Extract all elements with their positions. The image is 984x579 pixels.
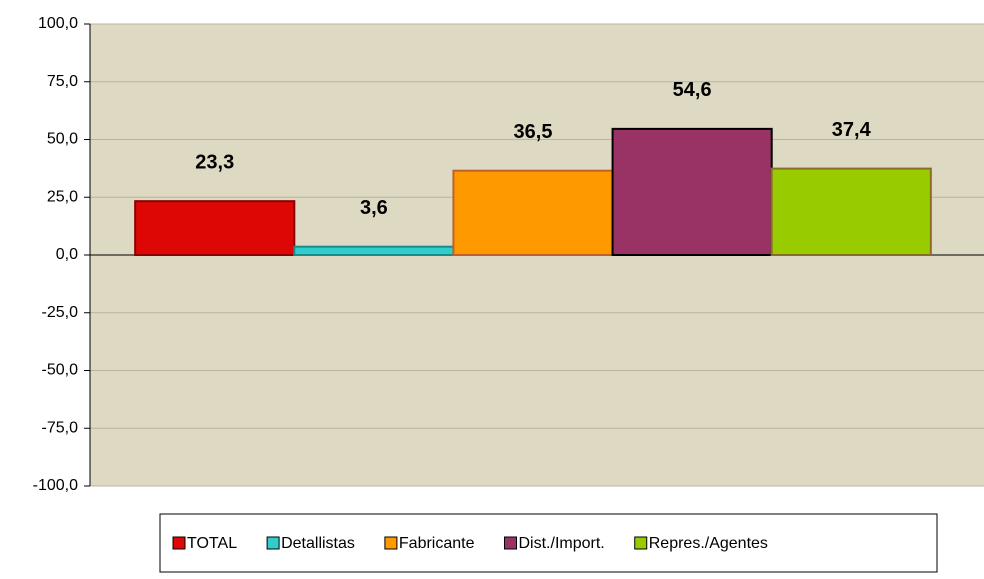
bar xyxy=(770,167,932,256)
y-tick-label: -50,0 xyxy=(42,362,79,379)
y-tick-label: 75,0 xyxy=(47,73,78,90)
legend-label: Detallistas xyxy=(281,535,355,552)
y-tick-label: -75,0 xyxy=(42,419,79,436)
y-tick-label: 25,0 xyxy=(47,188,78,205)
bar xyxy=(452,169,614,256)
data-label: 36,5 xyxy=(514,121,553,143)
data-label: 37,4 xyxy=(832,119,872,141)
legend-swatch xyxy=(504,536,517,550)
data-label: 3,6 xyxy=(360,197,388,219)
y-tick-label: 0,0 xyxy=(56,246,78,263)
y-tick-label: 100,0 xyxy=(38,15,78,32)
legend-label: TOTAL xyxy=(187,535,237,552)
bar xyxy=(611,127,773,256)
legend-label: Fabricante xyxy=(399,535,475,552)
legend-swatch xyxy=(266,536,280,550)
bar xyxy=(134,200,296,256)
y-tick-label: -100,0 xyxy=(33,477,78,494)
legend-swatch xyxy=(634,536,648,550)
legend-label: Dist./Import. xyxy=(519,535,605,552)
legend-swatch xyxy=(384,536,398,550)
data-label: 54,6 xyxy=(673,79,712,101)
legend-box xyxy=(159,513,938,573)
legend-swatch xyxy=(172,536,186,550)
y-tick-label: -25,0 xyxy=(42,304,79,321)
y-tick-label: 50,0 xyxy=(47,131,78,148)
data-label: 23,3 xyxy=(195,151,234,173)
bar xyxy=(293,245,455,257)
legend-label: Repres./Agentes xyxy=(649,535,768,552)
